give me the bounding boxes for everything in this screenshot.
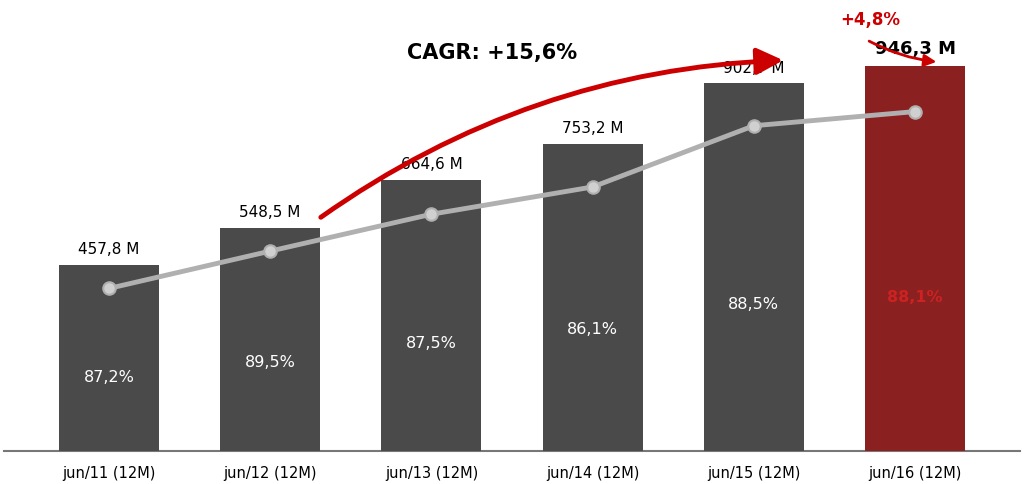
Text: 87,2%: 87,2%: [84, 369, 134, 384]
Text: 664,6 M: 664,6 M: [400, 157, 462, 172]
Text: 946,3 M: 946,3 M: [874, 40, 955, 58]
Text: 548,5 M: 548,5 M: [240, 204, 301, 219]
Text: 457,8 M: 457,8 M: [78, 241, 139, 256]
Text: 753,2 M: 753,2 M: [562, 121, 624, 136]
Text: +4,8%: +4,8%: [840, 11, 900, 29]
Bar: [543, 145, 643, 451]
Bar: [865, 67, 965, 451]
Bar: [59, 265, 159, 451]
Text: 86,1%: 86,1%: [567, 321, 618, 336]
Bar: [381, 181, 481, 451]
Text: 88,5%: 88,5%: [728, 297, 779, 312]
Text: 87,5%: 87,5%: [406, 335, 457, 350]
Text: 902,7 M: 902,7 M: [723, 60, 784, 76]
Bar: [220, 228, 321, 451]
Text: 88,1%: 88,1%: [887, 290, 943, 305]
Text: 89,5%: 89,5%: [245, 354, 296, 369]
Bar: [703, 84, 804, 451]
Text: CAGR: +15,6%: CAGR: +15,6%: [408, 43, 578, 63]
